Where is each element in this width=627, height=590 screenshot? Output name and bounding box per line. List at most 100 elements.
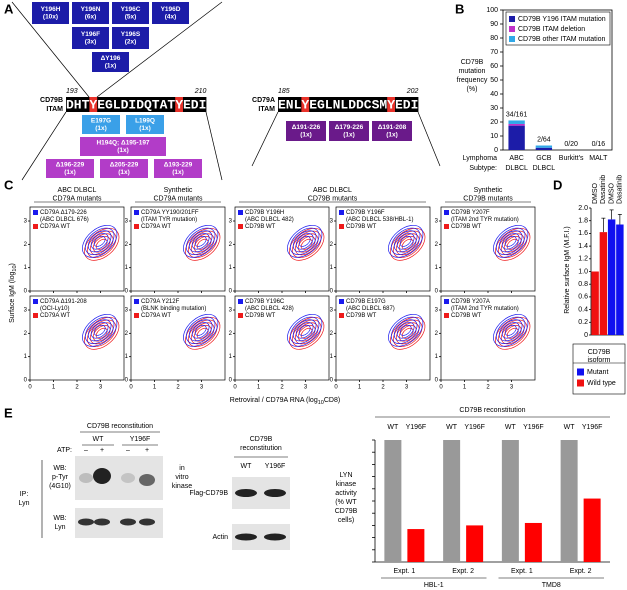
x-tick-label: 3: [304, 385, 308, 391]
panel-letter: E: [4, 405, 13, 420]
x-tick-label: Expt. 1: [393, 568, 415, 575]
sequence-segment: DHT: [66, 97, 90, 112]
x-tick-label: Burkitt's: [559, 155, 584, 162]
y-tick-label: 3: [330, 308, 334, 314]
legend-label: CD79A Y212F: [141, 299, 180, 305]
legend-label: CD79A WT: [141, 224, 171, 230]
contour: [185, 227, 221, 261]
mutation-label: Y196D: [161, 6, 181, 13]
wb-label: (4G10): [49, 483, 71, 490]
legend-label: CD79B other ITAM mutation: [518, 36, 606, 43]
sequence-box: [278, 97, 419, 112]
contour: [506, 238, 519, 250]
contour: [187, 319, 218, 347]
contour: [287, 224, 323, 258]
y-tick-label: 0: [24, 289, 28, 295]
row-label: Lymphoma: [463, 155, 497, 162]
mutation-label: (3x): [85, 38, 97, 45]
mutation-label: E197G: [91, 117, 111, 124]
contour: [193, 325, 212, 342]
group-title: CD79B mutants: [308, 195, 358, 202]
blot-band: [78, 518, 94, 526]
contour: [388, 224, 424, 258]
y-tick-label: 10: [490, 133, 498, 140]
legend-swatch: [134, 210, 139, 215]
y-tick-label: 20: [490, 119, 498, 126]
y-tick-label: 2: [125, 331, 129, 337]
contour: [399, 324, 412, 336]
bar-annotation: 0/20: [564, 141, 578, 148]
contour: [90, 233, 109, 250]
assay-label: vitro: [175, 474, 188, 481]
mutation-label: (1x): [386, 131, 398, 138]
series-label: WT: [564, 424, 576, 431]
legend-swatch: [509, 36, 515, 42]
x-tick-label: DMSO: [592, 182, 599, 204]
blot-band: [120, 518, 136, 526]
y-axis-label: activity: [335, 490, 357, 497]
y-axis-label: Relative surface IgM (M.F.I.): [564, 226, 571, 314]
contour: [183, 224, 219, 258]
mutation-box: [152, 2, 189, 24]
x-tick-label: 2: [176, 385, 180, 391]
contour: [500, 322, 525, 345]
x-tick-label: MALT: [589, 155, 608, 162]
contour: [84, 227, 120, 261]
contour: [191, 322, 210, 339]
contour: [287, 313, 323, 347]
x-tick-label: Dasatinib: [617, 175, 624, 204]
x-axis-label-part: 10: [318, 400, 324, 406]
y-tick-label: 0: [330, 378, 334, 384]
bar: [591, 271, 599, 335]
x-tick-label: Expt. 2: [452, 568, 474, 575]
y-tick-label: 1: [24, 354, 28, 360]
assay-label: in: [179, 465, 185, 472]
blot-band: [264, 489, 286, 497]
contour: [185, 316, 216, 344]
contour: [291, 319, 322, 347]
contour: [298, 235, 311, 247]
y-tick-label: 0.6: [578, 294, 588, 301]
contour: [390, 227, 421, 255]
residue-number: 210: [194, 88, 207, 95]
y-tick-label: 0: [435, 378, 439, 384]
mutation-label: H194Q; Δ195-197: [96, 139, 149, 146]
y-tick-label: 1: [229, 265, 233, 271]
contour: [89, 322, 114, 345]
legend-box: [505, 11, 611, 46]
x-tick-label: 2: [280, 385, 284, 391]
mutation-box: [32, 2, 69, 24]
condition-label: WT: [93, 436, 105, 443]
contour: [396, 233, 415, 250]
itam-label: ITAM: [46, 106, 63, 113]
x-tick-label: 0: [233, 385, 237, 391]
mutation-label: (10x): [43, 13, 58, 20]
blot-band: [139, 474, 155, 486]
x-tick-label: GCB: [536, 155, 552, 162]
assay-label: kinase: [172, 483, 192, 490]
chart-header: CD79B reconstitution: [459, 407, 525, 414]
contour: [90, 322, 109, 339]
contour: [194, 324, 207, 336]
fan-line: [417, 111, 441, 167]
contour: [500, 233, 525, 256]
contour: [297, 236, 316, 253]
contour: [188, 230, 213, 253]
bar: [524, 522, 542, 562]
contour: [289, 227, 320, 255]
y-tick-label: 0.8: [578, 281, 588, 288]
mutation-label: (1x): [118, 169, 130, 176]
wb-label: p-Tyr: [52, 474, 69, 481]
contour: [93, 324, 106, 336]
bar-segment: [508, 123, 525, 126]
legend-label: (ABC DLBCL 687): [346, 306, 395, 312]
fan-line: [96, 1, 223, 98]
y-axis-label: CD79B: [461, 59, 484, 66]
bar-segment: [535, 145, 553, 148]
bar-segment: [508, 125, 525, 150]
contour: [497, 230, 528, 258]
y-tick-label: 2: [125, 242, 129, 248]
mutation-label: Y196H: [41, 6, 61, 13]
y-axis-label: cells): [338, 517, 354, 524]
